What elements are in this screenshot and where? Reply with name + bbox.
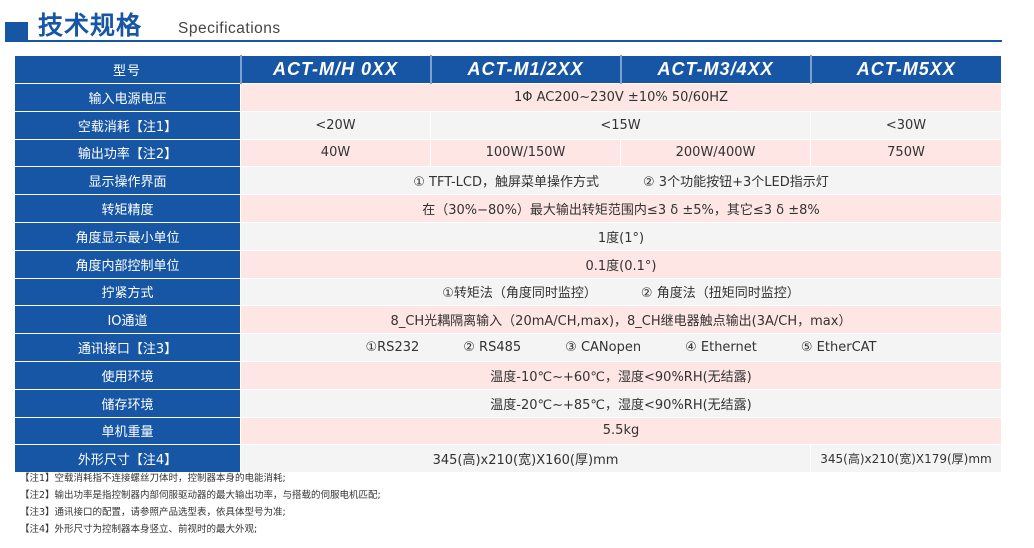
page-title: 技术规格: [38, 11, 143, 40]
cell: 5.5kg: [240, 416, 1002, 446]
table-row: 使用环境 温度-10℃~+60℃，湿度<90%RH(无结露): [14, 360, 1002, 390]
footnotes: 【注1】空载消耗指不连接螺丝刀体时，控制器本身的电能消耗; 【注2】输出功率是指…: [20, 470, 381, 538]
table-row: 空载消耗【注1】 <20W <15W <30W: [14, 110, 1002, 140]
cell-item: ③ CANopen: [565, 340, 642, 356]
cell: 在（30%−80%）最大输出转矩范围内≤3 δ ±5%，其它≤3 δ ±8%: [240, 194, 1002, 223]
cell: 温度-10℃~+60℃，湿度<90%RH(无结露): [240, 360, 1002, 390]
row-label: 储存环境: [14, 388, 241, 418]
table-row: 角度显示最小单位 1度(1°): [14, 221, 1002, 251]
row-label: 单机重量: [14, 416, 241, 446]
cell: <30W: [810, 110, 1002, 140]
cell: ① TFT-LCD，触屏菜单操作方式 ② 3个功能按钮+3个LED指示灯: [240, 166, 1002, 196]
row-label: 转矩精度: [14, 194, 241, 223]
row-label: 显示操作界面: [14, 166, 241, 196]
header-divider: [5, 40, 1002, 42]
footnote: 【注1】空载消耗指不连接螺丝刀体时，控制器本身的电能消耗;: [20, 473, 286, 484]
cell: <15W: [430, 110, 811, 140]
footnote: 【注2】输出功率是指控制器内部伺服驱动器的最大输出功率，与搭载的伺服电机匹配;: [20, 490, 381, 501]
cell-item: ⑤ EtherCAT: [800, 340, 877, 356]
table-row: 单机重量 5.5kg: [14, 416, 1002, 446]
table-row: 外形尺寸【注4】 345(高)x210(宽)X160(厚)mm 345(高)x2…: [14, 444, 1002, 474]
cell: 1度(1°): [240, 221, 1002, 251]
row-label: 输入电源电压: [14, 83, 241, 112]
row-label: 使用环境: [14, 360, 241, 390]
cell: ①转矩法（角度同时监控） ② 角度法（扭矩同时监控）: [240, 277, 1002, 307]
cell: 40W: [240, 138, 431, 168]
row-label: 外形尺寸【注4】: [14, 444, 241, 474]
cell: 8_CH光耦隔离输入（20mA/CH,max)，8_CH继电器触点输出(3A/C…: [240, 305, 1002, 335]
cell: <20W: [240, 110, 431, 140]
cell-item: ② RS485: [463, 340, 522, 356]
footnote: 【注4】外形尺寸为控制器本身竖立、前视时的最大外观;: [20, 524, 258, 535]
table-row: 通讯接口【注3】 ①RS232 ② RS485 ③ CANopen ④ Etherne…: [14, 333, 1002, 362]
row-label: 角度显示最小单位: [14, 221, 241, 251]
cell: 1Φ AC200~230V ±10% 50/60HZ: [240, 83, 1002, 112]
cell: ①RS232 ② RS485 ③ CANopen ④ Ethernet ⑤ EtherC…: [240, 333, 1002, 362]
table-row: 输入电源电压 1Φ AC200~230V ±10% 50/60HZ: [14, 83, 1002, 112]
row-label: 输出功率【注2】: [14, 138, 241, 168]
cell: 200W/400W: [620, 138, 811, 168]
cell-item: ① TFT-LCD，触屏菜单操作方式: [413, 175, 600, 191]
cell-item: ④ Ethernet: [685, 340, 757, 356]
row-label: 角度内部控制单位: [14, 249, 241, 279]
footnote: 【注3】通讯接口的配置，请参照产品选型表，依具体型号为准;: [20, 507, 286, 518]
spec-table: 型号 ACT-M/H 0XX ACT-M1/2XX ACT-M3/4XX ACT…: [14, 55, 1002, 474]
row-label: 拧紧方式: [14, 277, 241, 307]
column-header: ACT-M1/2XX: [429, 55, 621, 84]
table-header-row: 型号 ACT-M/H 0XX ACT-M1/2XX ACT-M3/4XX ACT…: [14, 55, 1002, 84]
cell-item: ② 角度法（扭矩同时监控）: [640, 286, 800, 302]
cell: 100W/150W: [430, 138, 621, 168]
cell-item: ② 3个功能按钮+3个LED指示灯: [643, 175, 829, 191]
page-subtitle: Specifications: [178, 20, 281, 37]
cell: 345(高)x210(宽)X160(厚)mm: [240, 444, 811, 474]
table-row: 拧紧方式 ①转矩法（角度同时监控） ② 角度法（扭矩同时监控）: [14, 277, 1002, 307]
header-accent-block: [5, 22, 28, 40]
column-header: 型号: [14, 55, 241, 84]
table-row: 储存环境 温度-20℃~+85℃，湿度<90%RH(无结露): [14, 388, 1002, 418]
column-header: ACT-M/H 0XX: [239, 55, 431, 84]
cell-item: ①RS232: [365, 340, 420, 356]
table-row: IO通道 8_CH光耦隔离输入（20mA/CH,max)，8_CH继电器触点输出…: [14, 305, 1002, 335]
column-header: ACT-M3/4XX: [619, 55, 811, 84]
table-row: 角度内部控制单位 0.1度(0.1°): [14, 249, 1002, 279]
cell: 温度-20℃~+85℃，湿度<90%RH(无结露): [240, 388, 1002, 418]
table-row: 显示操作界面 ① TFT-LCD，触屏菜单操作方式 ② 3个功能按钮+3个LED指…: [14, 166, 1002, 196]
row-label: 通讯接口【注3】: [14, 333, 241, 362]
table-row: 转矩精度 在（30%−80%）最大输出转矩范围内≤3 δ ±5%，其它≤3 δ …: [14, 194, 1002, 223]
cell-item: ①转矩法（角度同时监控）: [442, 286, 597, 302]
table-row: 输出功率【注2】 40W 100W/150W 200W/400W 750W: [14, 138, 1002, 168]
cell: 0.1度(0.1°): [240, 249, 1002, 279]
column-header: ACT-M5XX: [809, 55, 1002, 84]
cell: 750W: [810, 138, 1002, 168]
row-label: 空载消耗【注1】: [14, 110, 241, 140]
row-label: IO通道: [14, 305, 241, 335]
cell: 345(高)x210(宽)X179(厚)mm: [810, 444, 1002, 474]
